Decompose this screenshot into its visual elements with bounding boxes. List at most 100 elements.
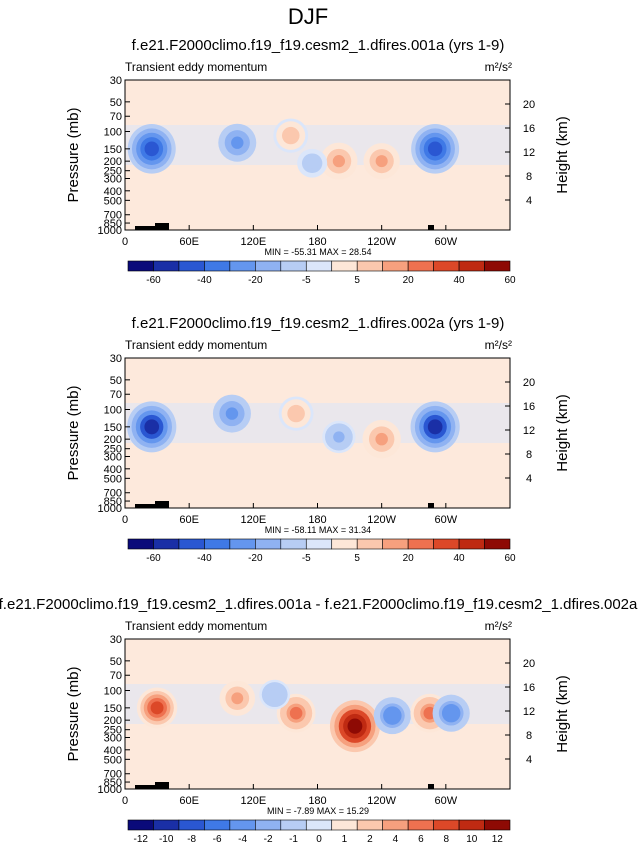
y-tick-label: 400 xyxy=(104,186,122,198)
min-max-stats: MIN = -55.31 MAX = 28.54 xyxy=(264,247,371,257)
colorbar-label: -60 xyxy=(146,275,161,286)
y-axis-label-right: Height (km) xyxy=(554,394,571,472)
panel-subtitle: Transient eddy momentum xyxy=(125,60,267,74)
colorbar-label: -1 xyxy=(289,834,298,845)
contour-blob xyxy=(290,407,302,420)
colorbar-swatch xyxy=(127,260,154,272)
colorbar-label: 20 xyxy=(403,275,415,286)
units-label: m²/s² xyxy=(485,60,512,74)
colorbar-label: 4 xyxy=(393,834,399,845)
colorbar-swatch xyxy=(433,260,460,272)
y-tick-label: 200 xyxy=(104,434,122,446)
figure-title: DJF xyxy=(288,4,328,29)
colorbar-swatch xyxy=(229,538,256,550)
colorbar-swatch xyxy=(382,819,409,831)
contour-field xyxy=(125,394,510,508)
x-tick-label: 180 xyxy=(308,236,326,248)
y-tick-label: 200 xyxy=(104,715,122,727)
colorbar-label: 60 xyxy=(504,275,516,286)
colorbar-swatch xyxy=(305,819,333,831)
colorbar-swatch xyxy=(153,819,180,831)
terrain-andes xyxy=(428,784,434,789)
x-tick-label: 0 xyxy=(122,514,128,526)
panel-2: f.e21.F2000climo.f19_f19.cesm2_1.dfires.… xyxy=(65,315,571,564)
colorbar-swatch xyxy=(458,260,485,272)
colorbar-swatch xyxy=(127,819,154,831)
contour-blob xyxy=(150,701,164,715)
colorbar-swatch xyxy=(305,538,333,550)
y-tick-label: 850 xyxy=(104,218,122,230)
y-axis-label: Pressure (mb) xyxy=(65,385,82,480)
panel-title: f.e21.F2000climo.f19_f19.cesm2_1.dfires.… xyxy=(132,315,505,332)
colorbar-swatch xyxy=(178,538,205,550)
y-axis-label: Pressure (mb) xyxy=(65,107,82,202)
y-tick-label: 700 xyxy=(104,488,122,500)
y-tick-label: 700 xyxy=(104,769,122,781)
colorbar-label: 10 xyxy=(466,834,478,845)
colorbar-swatch xyxy=(356,538,383,550)
contour-blob xyxy=(333,431,345,443)
colorbar-label: -20 xyxy=(248,553,263,564)
y-tick-label: 850 xyxy=(104,777,122,789)
height-tick-label: 4 xyxy=(526,473,532,485)
colorbar-swatch xyxy=(433,819,460,831)
contour-blob xyxy=(347,718,363,734)
colorbar-label: -8 xyxy=(187,834,196,845)
height-tick-label: 20 xyxy=(523,658,535,670)
contour-field xyxy=(125,118,510,230)
colorbar-swatch xyxy=(356,260,383,272)
colorbar-swatch xyxy=(407,260,434,272)
height-tick-label: 16 xyxy=(523,123,535,135)
x-tick-label: 120W xyxy=(367,514,396,526)
height-tick-label: 20 xyxy=(523,99,535,111)
y-axis-label-right: Height (km) xyxy=(554,116,571,194)
contour-blob xyxy=(144,141,159,157)
colorbar-label: -2 xyxy=(264,834,273,845)
colorbar-swatch xyxy=(280,819,307,831)
y-axis-label: Pressure (mb) xyxy=(65,666,82,761)
colorbar-swatch xyxy=(178,260,205,272)
colorbar-swatch xyxy=(229,819,256,831)
x-tick-label: 60W xyxy=(435,795,458,807)
colorbar-swatch xyxy=(305,260,333,272)
y-tick-label: 500 xyxy=(104,754,122,766)
contour-blob xyxy=(231,136,244,149)
y-axis-label-right: Height (km) xyxy=(554,675,571,753)
colorbar-label: -12 xyxy=(134,834,149,845)
colorbar-label: -5 xyxy=(302,275,311,286)
contour-blob xyxy=(225,407,239,420)
terrain-asia xyxy=(135,226,157,230)
y-tick-label: 100 xyxy=(104,127,122,139)
terrain-tibet xyxy=(155,782,169,789)
colorbar-swatch xyxy=(382,538,409,550)
y-tick-label: 50 xyxy=(110,97,122,109)
y-tick-label: 150 xyxy=(104,703,122,715)
x-tick-label: 0 xyxy=(122,795,128,807)
colorbar-swatch xyxy=(382,260,409,272)
contour-blob xyxy=(427,419,443,435)
contour-blob xyxy=(284,129,297,142)
height-tick-label: 8 xyxy=(526,171,532,183)
y-tick-label: 70 xyxy=(110,111,122,123)
colorbar-label: 8 xyxy=(444,834,450,845)
x-tick-label: 180 xyxy=(308,514,326,526)
y-tick-label: 30 xyxy=(110,75,122,87)
min-max-stats: MIN = -58.11 MAX = 31.34 xyxy=(265,525,371,535)
colorbar-label: -10 xyxy=(159,834,174,845)
contour-blob xyxy=(386,709,399,722)
y-tick-label: 500 xyxy=(104,195,122,207)
colorbar-label: 0 xyxy=(316,834,322,845)
terrain-andes xyxy=(428,225,434,230)
x-tick-label: 60W xyxy=(435,236,458,248)
panel-title: f.e21.F2000climo.f19_f19.cesm2_1.dfires.… xyxy=(0,596,638,613)
contour-blob xyxy=(231,692,244,705)
contour-blob xyxy=(445,707,458,720)
terrain-tibet xyxy=(155,223,169,230)
colorbar-swatch xyxy=(204,538,231,550)
terrain-asia xyxy=(135,504,157,508)
contour-blob xyxy=(375,432,388,446)
y-tick-label: 30 xyxy=(110,353,122,365)
contour-blob xyxy=(289,706,303,720)
colorbar-swatch xyxy=(280,260,307,272)
height-tick-label: 12 xyxy=(523,706,535,718)
